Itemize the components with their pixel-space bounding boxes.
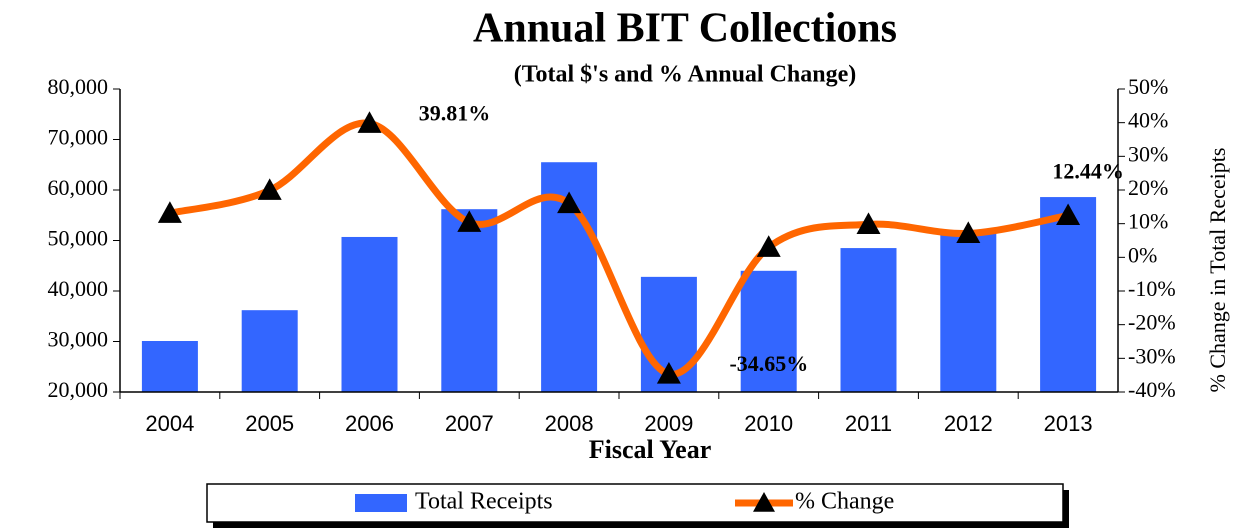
bar bbox=[141, 340, 198, 392]
x-tick-label: 2012 bbox=[944, 411, 993, 436]
marker bbox=[1056, 203, 1081, 226]
legend-label: % Change bbox=[795, 489, 894, 515]
x-tick-label: 2006 bbox=[345, 411, 394, 436]
y2-tick-label: -30% bbox=[1128, 343, 1176, 368]
y-tick-label: 20,000 bbox=[48, 377, 109, 402]
bar bbox=[1040, 197, 1097, 392]
data-label: 12.44% bbox=[1052, 158, 1124, 183]
y2-tick-label: -20% bbox=[1128, 310, 1176, 335]
x-tick-label: 2011 bbox=[845, 411, 892, 436]
bar bbox=[241, 310, 298, 392]
y2-tick-label: 20% bbox=[1128, 175, 1168, 200]
y-tick-label: 30,000 bbox=[48, 327, 109, 352]
data-label: -34.65% bbox=[729, 351, 808, 376]
y2-tick-label: 50% bbox=[1128, 74, 1168, 99]
bar bbox=[341, 236, 398, 392]
y2-tick-label: 40% bbox=[1128, 108, 1168, 133]
x-tick-label: 2007 bbox=[445, 411, 494, 436]
y-tick-label: 50,000 bbox=[48, 226, 109, 251]
y-tick-label: 70,000 bbox=[48, 125, 109, 150]
marker bbox=[956, 221, 981, 244]
bar bbox=[441, 209, 498, 392]
chart-title: Annual BIT Collections bbox=[473, 6, 897, 52]
legend-label: Total Receipts bbox=[415, 489, 553, 515]
y2-tick-label: 0% bbox=[1128, 242, 1157, 267]
x-tick-label: 2004 bbox=[145, 411, 194, 436]
legend-box bbox=[206, 483, 1064, 523]
y-tick-label: 40,000 bbox=[48, 276, 109, 301]
y2-tick-label: -40% bbox=[1128, 377, 1176, 402]
x-tick-label: 2008 bbox=[545, 411, 594, 436]
marker bbox=[257, 178, 282, 200]
bar bbox=[940, 232, 997, 392]
marker bbox=[856, 212, 881, 234]
marker bbox=[557, 191, 582, 214]
marker bbox=[756, 235, 781, 257]
y2-tick-label: 10% bbox=[1128, 209, 1168, 234]
y-tick-label: 80,000 bbox=[48, 74, 109, 99]
x-tick-label: 2010 bbox=[744, 411, 793, 436]
marker bbox=[457, 210, 482, 232]
data-label: 39.81% bbox=[419, 100, 491, 125]
y2-tick-label: 30% bbox=[1128, 141, 1168, 166]
x-tick-label: 2005 bbox=[245, 411, 294, 436]
bar bbox=[840, 248, 897, 392]
y-tick-label: 60,000 bbox=[48, 175, 109, 200]
marker bbox=[357, 111, 382, 133]
chart-subtitle: (Total $'s and % Annual Change) bbox=[514, 62, 857, 88]
legend-swatch bbox=[355, 494, 407, 512]
marker bbox=[157, 201, 182, 223]
line bbox=[169, 119, 1069, 378]
legend-marker bbox=[753, 492, 775, 512]
y2-axis-title: % Change in Total Receipts bbox=[1205, 148, 1230, 393]
bar bbox=[740, 270, 797, 392]
x-tick-label: 2013 bbox=[1044, 411, 1093, 436]
y2-tick-label: -10% bbox=[1128, 276, 1176, 301]
x-axis-title: Fiscal Year bbox=[589, 435, 712, 464]
marker bbox=[656, 361, 681, 384]
x-tick-label: 2009 bbox=[644, 411, 693, 436]
